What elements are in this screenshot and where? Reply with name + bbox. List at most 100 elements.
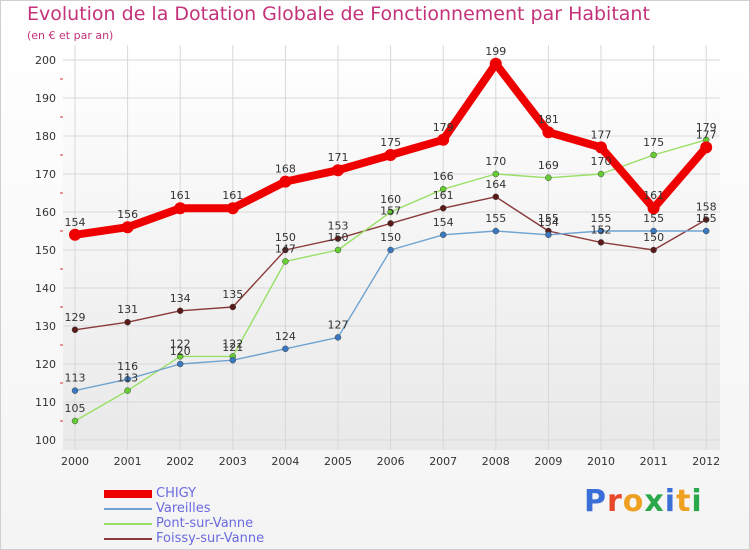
y-tick-label: 120 — [35, 358, 56, 371]
data-point — [229, 356, 237, 364]
legend-item: CHIGY — [104, 486, 264, 501]
x-tick-label: 2012 — [692, 455, 720, 468]
data-point — [597, 227, 605, 235]
data-label: 122 — [170, 337, 191, 350]
y-tick-label: 160 — [35, 206, 56, 219]
data-label: 122 — [222, 337, 243, 350]
chart-subtitle: (en € et par an) — [27, 29, 114, 42]
grid-layer — [63, 45, 720, 450]
data-label: 177 — [591, 128, 612, 141]
data-label: 155 — [643, 212, 664, 225]
data-point — [71, 326, 79, 334]
data-label: 131 — [117, 303, 138, 316]
legend-swatch — [104, 522, 152, 525]
data-label: 113 — [65, 372, 86, 385]
data-label: 161 — [222, 189, 243, 202]
data-label: 170 — [591, 155, 612, 168]
data-point — [226, 202, 239, 215]
data-point — [492, 193, 500, 201]
data-point — [387, 208, 394, 216]
data-label: 177 — [696, 128, 717, 141]
y-tick-label: 130 — [35, 320, 56, 333]
y-tick-label: 190 — [35, 92, 56, 105]
legend-item: Pont-sur-Vanne — [104, 516, 264, 531]
x-tick-label: 2001 — [114, 455, 142, 468]
data-label: 156 — [117, 208, 138, 221]
x-tick-label: 2010 — [587, 455, 615, 468]
data-point — [650, 151, 657, 159]
data-point — [124, 318, 131, 326]
data-label: 171 — [328, 151, 349, 164]
legend-swatch — [104, 489, 152, 498]
data-label: 121 — [222, 341, 243, 354]
data-label: 175 — [643, 136, 664, 149]
data-label: 161 — [170, 189, 191, 202]
data-label: 135 — [222, 288, 243, 301]
data-point — [384, 149, 397, 161]
data-point — [174, 202, 187, 215]
data-point — [545, 231, 552, 239]
data-label: 158 — [696, 201, 717, 214]
data-label: 157 — [380, 204, 401, 217]
logo-letter: o — [622, 484, 645, 519]
data-label: 155 — [696, 212, 717, 225]
data-point — [282, 246, 289, 254]
data-label: 155 — [485, 212, 506, 225]
x-tick-label: 2006 — [377, 455, 405, 468]
x-tick-label: 2002 — [166, 455, 194, 468]
series-layer — [69, 57, 713, 425]
data-label: 113 — [117, 372, 138, 385]
data-point — [71, 387, 79, 394]
data-point — [597, 239, 605, 246]
y-tick-label: 110 — [35, 396, 56, 409]
data-label: 150 — [275, 231, 296, 244]
data-point — [492, 227, 500, 235]
data-point — [545, 174, 552, 182]
data-label: 127 — [328, 318, 349, 331]
data-label: 175 — [380, 136, 401, 149]
data-point — [492, 170, 500, 178]
logo-letter: t — [676, 484, 692, 519]
x-tick-label: 2005 — [324, 455, 352, 468]
legend-label: CHIGY — [156, 486, 197, 501]
data-point — [229, 303, 237, 311]
chart-title: Evolution de la Dotation Globale de Fonc… — [27, 3, 650, 25]
data-label: 116 — [117, 360, 138, 373]
data-point — [700, 141, 713, 154]
data-point — [334, 246, 342, 254]
data-label: 154 — [433, 216, 454, 229]
data-point — [647, 202, 660, 215]
data-label: 120 — [170, 345, 191, 358]
data-point — [597, 170, 605, 178]
legend-swatch — [104, 537, 152, 540]
data-label: 150 — [380, 231, 401, 244]
y-tick-label: 150 — [35, 244, 56, 257]
logo-letter: i — [691, 484, 703, 519]
data-label: 155 — [538, 212, 559, 225]
data-point — [176, 307, 184, 315]
data-point — [702, 227, 710, 235]
data-point — [124, 387, 131, 394]
data-point — [71, 417, 79, 425]
legend-item: Foissy-sur-Vanne — [104, 531, 264, 546]
data-point — [334, 334, 342, 341]
data-label: 152 — [591, 223, 612, 236]
data-label: 150 — [643, 231, 664, 244]
data-label: 134 — [170, 292, 191, 305]
data-label: 181 — [538, 113, 559, 126]
data-label: 154 — [538, 216, 559, 229]
data-point — [387, 220, 394, 227]
data-label: 161 — [643, 189, 664, 202]
legend-label: Pont-sur-Vanne — [156, 516, 254, 531]
data-point — [650, 227, 657, 235]
data-point — [437, 133, 450, 146]
logo-letter: i — [664, 484, 677, 519]
data-label: 179 — [696, 121, 717, 134]
data-point — [489, 57, 502, 70]
data-point — [542, 126, 555, 139]
data-label: 147 — [275, 242, 296, 255]
data-point — [282, 345, 289, 353]
legend-label: Vareilles — [156, 501, 211, 516]
data-label: 179 — [433, 121, 454, 134]
